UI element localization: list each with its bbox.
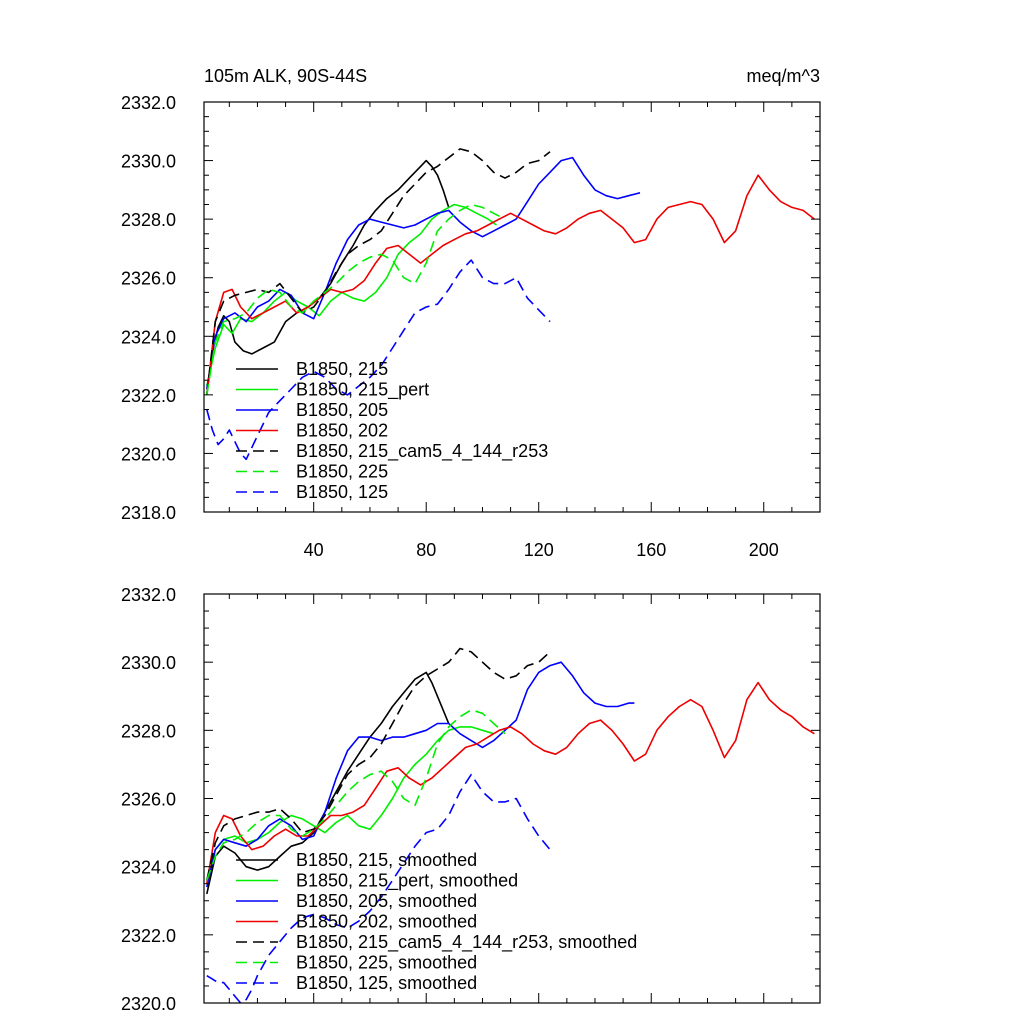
series-line-2 [206,661,635,888]
legend-label: B1850, 215 [296,359,388,379]
y-tick-label: 2332.0 [121,585,176,605]
legend-label: B1850, 205, smoothed [296,891,477,911]
series-line-5 [206,203,506,396]
legend-label: B1850, 202 [296,421,388,441]
bottom-panel: 2320.0 2322.0 2324.0 2326.0 2328.0 2330.0 2332… [121,585,821,1014]
legend-label: B1850, 215, smoothed [296,850,477,870]
legend-label: B1850, 202, smoothed [296,912,477,932]
x-tick-label: 200 [749,540,779,560]
series-line-0 [206,671,450,895]
series-line-1 [206,203,497,387]
y-tick-label: 2326.0 [121,269,176,289]
series-line-4 [206,148,551,395]
plot-area [206,148,815,461]
y-tick-label: 2322.0 [121,386,176,406]
series-line-3 [206,681,815,884]
legend-label: B1850, 215_cam5_4_144_r253, smoothed [296,932,637,953]
legend-label: B1850, 225, smoothed [296,953,477,973]
series-line-6 [206,259,551,461]
y-tick-label: 2328.0 [121,210,176,230]
series-line-5 [206,709,506,881]
y-tick-label: 2332.0 [121,93,176,113]
x-tick-label: 120 [524,540,554,560]
y-tick-label: 2320.0 [121,994,176,1014]
y-tick-label: 2330.0 [121,653,176,673]
plot-area [206,647,815,1003]
series-line-4 [206,647,551,881]
legend-label: B1850, 215_pert, smoothed [296,871,518,892]
y-tick-label: 2322.0 [121,926,176,946]
y-tick-label: 2324.0 [121,327,176,347]
top-panel: 105m ALK, 90S-44S meq/m^3 2318.0 2320.0 23… [121,66,821,560]
legend-label: B1850, 205 [296,400,388,420]
x-tick-label: 80 [416,540,436,560]
x-tick-label: 40 [304,540,324,560]
units-label: meq/m^3 [747,66,820,86]
legend-label: B1850, 215_cam5_4_144_r253 [296,441,548,462]
legend-label: B1850, 125, smoothed [296,973,477,993]
legend-label: B1850, 125 [296,482,388,502]
chart-title: 105m ALK, 90S-44S [204,66,367,86]
y-tick-label: 2318.0 [121,503,176,523]
legend-label: B1850, 225 [296,462,388,482]
y-tick-label: 2330.0 [121,152,176,172]
series-line-2 [206,156,641,390]
x-tick-label: 160 [636,540,666,560]
y-tick-label: 2328.0 [121,721,176,741]
y-tick-label: 2326.0 [121,790,176,810]
y-tick-label: 2324.0 [121,858,176,878]
legend-label: B1850, 215_pert [296,380,429,401]
series-line-3 [206,174,815,395]
y-tick-label: 2320.0 [121,444,176,464]
